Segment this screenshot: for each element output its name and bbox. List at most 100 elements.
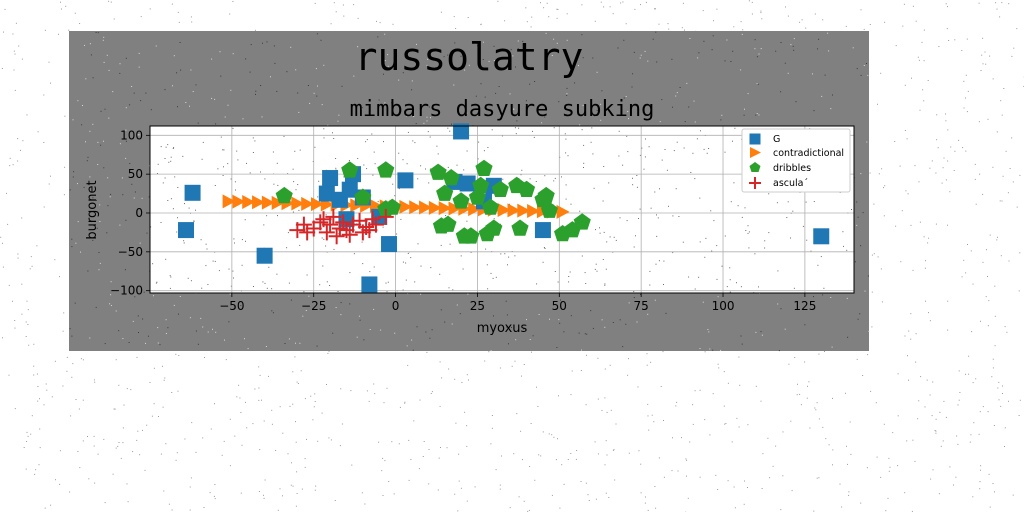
data-point: [497, 203, 511, 218]
x-tick-label: 25: [470, 299, 485, 313]
data-point: [383, 198, 401, 215]
y-tick-label: −50: [118, 245, 143, 259]
data-point: [299, 224, 316, 241]
data-point: [322, 216, 339, 233]
data-point: [354, 188, 372, 205]
data-point: [256, 247, 273, 264]
data-point: [367, 216, 384, 233]
data-point: [482, 198, 500, 215]
x-axis-label: myoxus: [477, 321, 528, 336]
data-point: [322, 170, 339, 187]
legend-label-dribbles: dribbles: [773, 163, 811, 174]
plot-frame: [149, 125, 855, 294]
data-point: [534, 222, 551, 239]
data-point: [222, 194, 236, 209]
x-tick-label: 125: [793, 299, 816, 313]
data-point: [341, 181, 358, 198]
legend-marker-ascula: [749, 177, 761, 189]
data-point: [399, 199, 413, 214]
data-point: [527, 203, 541, 218]
data-point: [318, 185, 335, 202]
data-point: [325, 208, 342, 225]
data-point: [318, 224, 335, 241]
x-tick-label: −25: [301, 299, 326, 313]
data-point: [261, 195, 275, 210]
series-3: [289, 208, 394, 245]
x-tick-label: 75: [634, 299, 649, 313]
data-point: [361, 276, 378, 293]
data-point: [301, 196, 315, 211]
y-tick-label: 100: [120, 128, 143, 142]
chart-title: mimbars dasyure subking: [350, 97, 655, 122]
data-point: [335, 214, 352, 231]
data-point: [345, 216, 362, 233]
data-point: [242, 194, 256, 209]
y-axis-label: burgonet: [85, 180, 100, 239]
legend-label-g: G: [773, 134, 780, 145]
data-point: [232, 194, 246, 209]
data-point: [178, 222, 195, 239]
data-point: [271, 195, 285, 210]
y-tick-label: 50: [128, 167, 143, 181]
data-point: [291, 196, 305, 211]
data-point: [491, 180, 509, 197]
data-point: [540, 201, 558, 218]
data-point: [452, 192, 470, 209]
data-point: [462, 227, 480, 244]
data-point: [537, 186, 555, 204]
data-point: [377, 161, 395, 178]
x-tick-label: 50: [552, 299, 567, 313]
data-point: [453, 123, 470, 140]
x-tick-label: 0: [392, 299, 400, 313]
data-point: [341, 161, 359, 178]
data-point: [485, 219, 503, 236]
legend-marker-contradictional: [750, 147, 761, 158]
data-point: [377, 208, 394, 225]
data-point: [517, 203, 531, 218]
data-point: [556, 204, 570, 219]
legend-marker-g: [749, 133, 761, 145]
data-marks: [178, 123, 830, 293]
data-point: [419, 200, 433, 215]
data-point: [511, 219, 529, 236]
data-point: [381, 236, 398, 253]
data-point: [459, 175, 476, 192]
data-point: [439, 215, 457, 232]
data-point: [328, 228, 345, 245]
data-point: [573, 213, 591, 230]
data-point: [438, 201, 452, 216]
data-point: [310, 197, 324, 212]
data-point: [428, 200, 442, 215]
figure-title: russolatry: [355, 35, 584, 79]
data-point: [507, 203, 521, 218]
data-point: [312, 214, 329, 231]
data-point: [518, 180, 536, 197]
data-point: [409, 200, 423, 215]
legend-label-contradictional: contradictional: [773, 148, 844, 159]
data-point: [358, 218, 375, 235]
data-point: [429, 163, 447, 180]
data-point: [397, 172, 414, 189]
data-point: [184, 184, 201, 201]
x-tick-label: −50: [219, 299, 244, 313]
axis-ticks: −50 −25 0 25 50 75 100 125 −100 −50 0 50 100: [110, 128, 816, 313]
data-point: [442, 169, 460, 186]
data-point: [436, 184, 454, 201]
data-point: [295, 216, 312, 233]
data-point: [448, 201, 462, 216]
y-tick-label: 0: [135, 206, 143, 220]
data-point: [472, 176, 490, 194]
data-point: [468, 202, 482, 217]
x-tick-label: 100: [712, 299, 735, 313]
data-point: [813, 228, 830, 245]
legend-box: [741, 128, 851, 193]
data-point: [341, 226, 358, 243]
data-point: [252, 195, 266, 210]
legend: G contradictional dribbles ascula´: [741, 128, 851, 193]
data-point: [475, 159, 493, 176]
legend-marker-dribbles: [749, 162, 761, 172]
legend-label-ascula: ascula´: [773, 178, 808, 189]
y-tick-label: −100: [110, 284, 143, 298]
series-2: [275, 159, 591, 244]
